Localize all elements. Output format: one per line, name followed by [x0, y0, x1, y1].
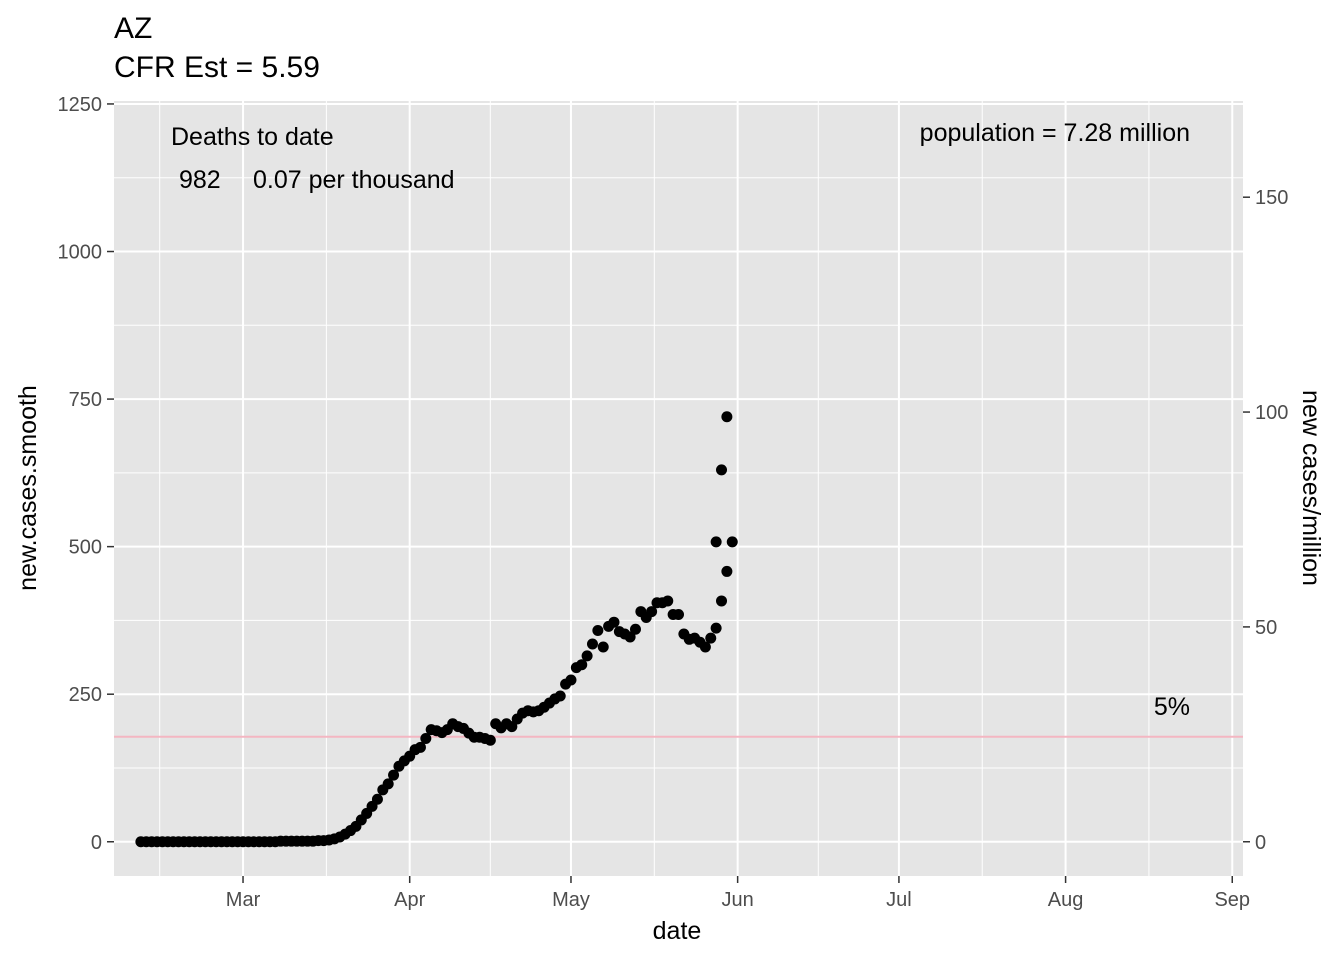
x-axis: Mar Apr May Jun Jul Aug Sep [226, 876, 1250, 911]
y-tick-label: 1250 [58, 94, 103, 116]
data-point [554, 690, 566, 702]
data-point [586, 638, 598, 650]
y2-tick-label: 100 [1255, 402, 1288, 424]
plot-panel [114, 101, 1243, 876]
deaths-rate: 0.07 per thousand [253, 166, 455, 194]
y2-axis-title: new cases/million [1297, 390, 1325, 586]
data-point [388, 769, 400, 781]
data-point [726, 536, 738, 548]
major-gridlines [114, 101, 1243, 876]
y2-tick-label: 0 [1255, 832, 1266, 854]
x-tick-label: May [552, 889, 590, 911]
data-point [716, 595, 728, 607]
cfr-line-label: 5% [1154, 693, 1190, 721]
data-point [382, 778, 394, 790]
data-point [414, 741, 426, 753]
x-tick-label: Mar [226, 889, 261, 911]
data-point [710, 622, 722, 634]
deaths-heading: Deaths to date [171, 123, 334, 151]
data-point [699, 641, 711, 653]
minor-gridlines [114, 101, 1243, 876]
y2-tick-label: 150 [1255, 187, 1288, 209]
data-point [576, 659, 588, 671]
data-point [705, 632, 717, 644]
y2-tick-label: 50 [1255, 617, 1277, 639]
x-tick-label: Aug [1048, 889, 1084, 911]
chart-subtitle: CFR Est = 5.59 [114, 51, 320, 84]
data-point [484, 734, 496, 746]
x-tick-label: Apr [394, 889, 425, 911]
data-point [581, 650, 593, 662]
y-axis-title: new.cases.smooth [14, 385, 42, 591]
y-tick-label: 500 [69, 537, 102, 559]
data-point [716, 464, 728, 476]
data-point [597, 641, 609, 653]
data-point [420, 732, 432, 744]
x-tick-label: Sep [1214, 889, 1250, 911]
data-points [135, 411, 738, 848]
y-axis: 0 250 500 750 1000 1250 [58, 94, 114, 854]
data-point [592, 624, 604, 636]
data-point [624, 631, 636, 643]
data-point [721, 565, 733, 577]
deaths-count: 982 [179, 166, 221, 194]
data-point [721, 411, 733, 423]
data-point [673, 609, 684, 621]
y-tick-label: 0 [91, 832, 102, 854]
data-point [662, 595, 674, 607]
y-tick-label: 1000 [58, 242, 103, 264]
chart-title: AZ [114, 12, 152, 45]
data-point [710, 536, 722, 548]
secondary-y-axis: 0 50 100 150 [1243, 187, 1288, 854]
data-point [506, 721, 518, 733]
x-tick-label: Jun [722, 889, 754, 911]
data-point [646, 606, 658, 618]
y-tick-label: 750 [69, 389, 102, 411]
data-point [565, 674, 577, 686]
y-tick-label: 250 [69, 684, 102, 706]
x-axis-title: date [653, 917, 702, 945]
x-tick-label: Jul [886, 889, 912, 911]
population-label: population = 7.28 million [920, 119, 1190, 147]
data-point [608, 616, 620, 628]
data-point [629, 623, 641, 635]
data-point [371, 793, 383, 805]
